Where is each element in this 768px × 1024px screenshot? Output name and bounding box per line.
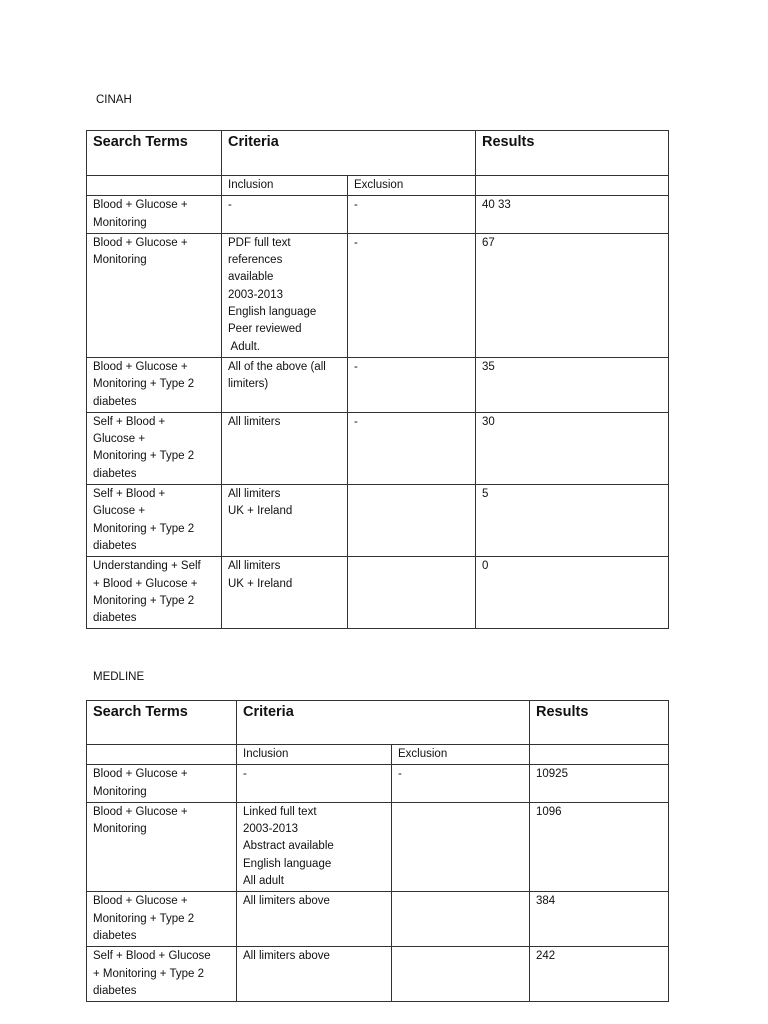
empty-cell <box>475 174 669 197</box>
exclusion-cell <box>391 891 530 948</box>
exclusion-cell: - <box>347 356 476 413</box>
empty-cell <box>529 743 669 766</box>
results-cell: 5 <box>475 484 669 558</box>
subheader-row: Inclusion Exclusion <box>86 174 669 197</box>
header-criteria: Criteria <box>236 700 530 745</box>
cinah-search-table: Search Terms Criteria Results Inclusion Excl… <box>86 130 669 630</box>
exclusion-cell <box>391 801 530 893</box>
results-cell: 0 <box>475 556 669 630</box>
search-terms-cell: Blood + Glucose + Monitoring <box>86 232 222 358</box>
search-terms-cell: Blood + Glucose + Monitoring + Type 2 di… <box>86 356 222 413</box>
table-row: Blood + Glucose + Monitoring - -10925 <box>86 764 669 803</box>
exclusion-cell: - <box>347 232 476 358</box>
results-cell: 10925 <box>529 764 669 803</box>
inclusion-cell: PDF full text references available 2003-… <box>221 232 348 358</box>
search-terms-cell: Blood + Glucose + Monitoring <box>86 801 237 893</box>
table-row: Blood + Glucose + Monitoring Linked full … <box>86 801 669 893</box>
search-terms-cell: Blood + Glucose + Monitoring <box>86 764 237 803</box>
inclusion-cell: All limiters above <box>236 946 392 1003</box>
search-terms-cell: Understanding + Self + Blood + Glucose +… <box>86 556 222 630</box>
header-row: Search Terms Criteria Results <box>86 130 669 176</box>
inclusion-cell: - <box>236 764 392 803</box>
results-cell: 67 <box>475 232 669 358</box>
cinah-title: CINAH <box>96 94 132 106</box>
exclusion-cell: - <box>391 764 530 803</box>
header-results: Results <box>475 130 669 176</box>
inclusion-cell: All limiters UK + Ireland <box>221 556 348 630</box>
inclusion-cell: All of the above (all limiters) <box>221 356 348 413</box>
results-cell: 35 <box>475 356 669 413</box>
table-row: Understanding + Self + Blood + Glucose +… <box>86 556 669 630</box>
exclusion-cell <box>347 556 476 630</box>
header-inclusion: Inclusion <box>221 174 348 197</box>
header-exclusion: Exclusion <box>391 743 530 766</box>
header-exclusion: Exclusion <box>347 174 476 197</box>
results-cell: 30 <box>475 411 669 486</box>
header-search-terms: Search Terms <box>86 130 222 176</box>
exclusion-cell: - <box>347 195 476 234</box>
search-terms-cell: Blood + Glucose + Monitoring <box>86 195 222 234</box>
medline-title: MEDLINE <box>93 671 145 683</box>
inclusion-cell: All limiters above <box>236 891 392 948</box>
table-row: Blood + Glucose + Monitoring PDF full tex… <box>86 232 669 358</box>
header-results: Results <box>529 700 669 745</box>
header-criteria: Criteria <box>221 130 476 176</box>
table-row: Self + Blood + Glucose + Monitoring + Ty… <box>86 946 669 1003</box>
exclusion-cell <box>391 946 530 1003</box>
inclusion-cell: - <box>221 195 348 234</box>
empty-cell <box>86 743 237 766</box>
search-terms-cell: Blood + Glucose + Monitoring + Type 2 di… <box>86 891 237 948</box>
search-terms-cell: Self + Blood + Glucose + Monitoring + Ty… <box>86 484 222 558</box>
results-cell: 40 33 <box>475 195 669 234</box>
header-search-terms: Search Terms <box>86 700 237 745</box>
table-row: Self + Blood + Glucose + Monitoring + Ty… <box>86 484 669 558</box>
header-inclusion: Inclusion <box>236 743 392 766</box>
search-terms-cell: Self + Blood + Glucose + Monitoring + Ty… <box>86 411 222 486</box>
table-row: Blood + Glucose + Monitoring + Type 2 di… <box>86 891 669 948</box>
results-cell: 384 <box>529 891 669 948</box>
inclusion-cell: All limiters <box>221 411 348 486</box>
results-cell: 1096 <box>529 801 669 893</box>
table-row: Self + Blood + Glucose + Monitoring + Ty… <box>86 411 669 486</box>
results-cell: 242 <box>529 946 669 1003</box>
header-row: Search Terms Criteria Results <box>86 700 669 745</box>
exclusion-cell: - <box>347 411 476 486</box>
empty-cell <box>86 174 222 197</box>
inclusion-cell: All limiters UK + Ireland <box>221 484 348 558</box>
table-row: Blood + Glucose + Monitoring + Type 2 di… <box>86 356 669 413</box>
table-row: Blood + Glucose + Monitoring - -40 33 <box>86 195 669 234</box>
subheader-row: Inclusion Exclusion <box>86 743 669 766</box>
inclusion-cell: Linked full text 2003-2013 Abstract avai… <box>236 801 392 893</box>
medline-search-table: Search Terms Criteria Results Inclusion Excl… <box>86 700 669 1003</box>
exclusion-cell <box>347 484 476 558</box>
search-terms-cell: Self + Blood + Glucose + Monitoring + Ty… <box>86 946 237 1003</box>
